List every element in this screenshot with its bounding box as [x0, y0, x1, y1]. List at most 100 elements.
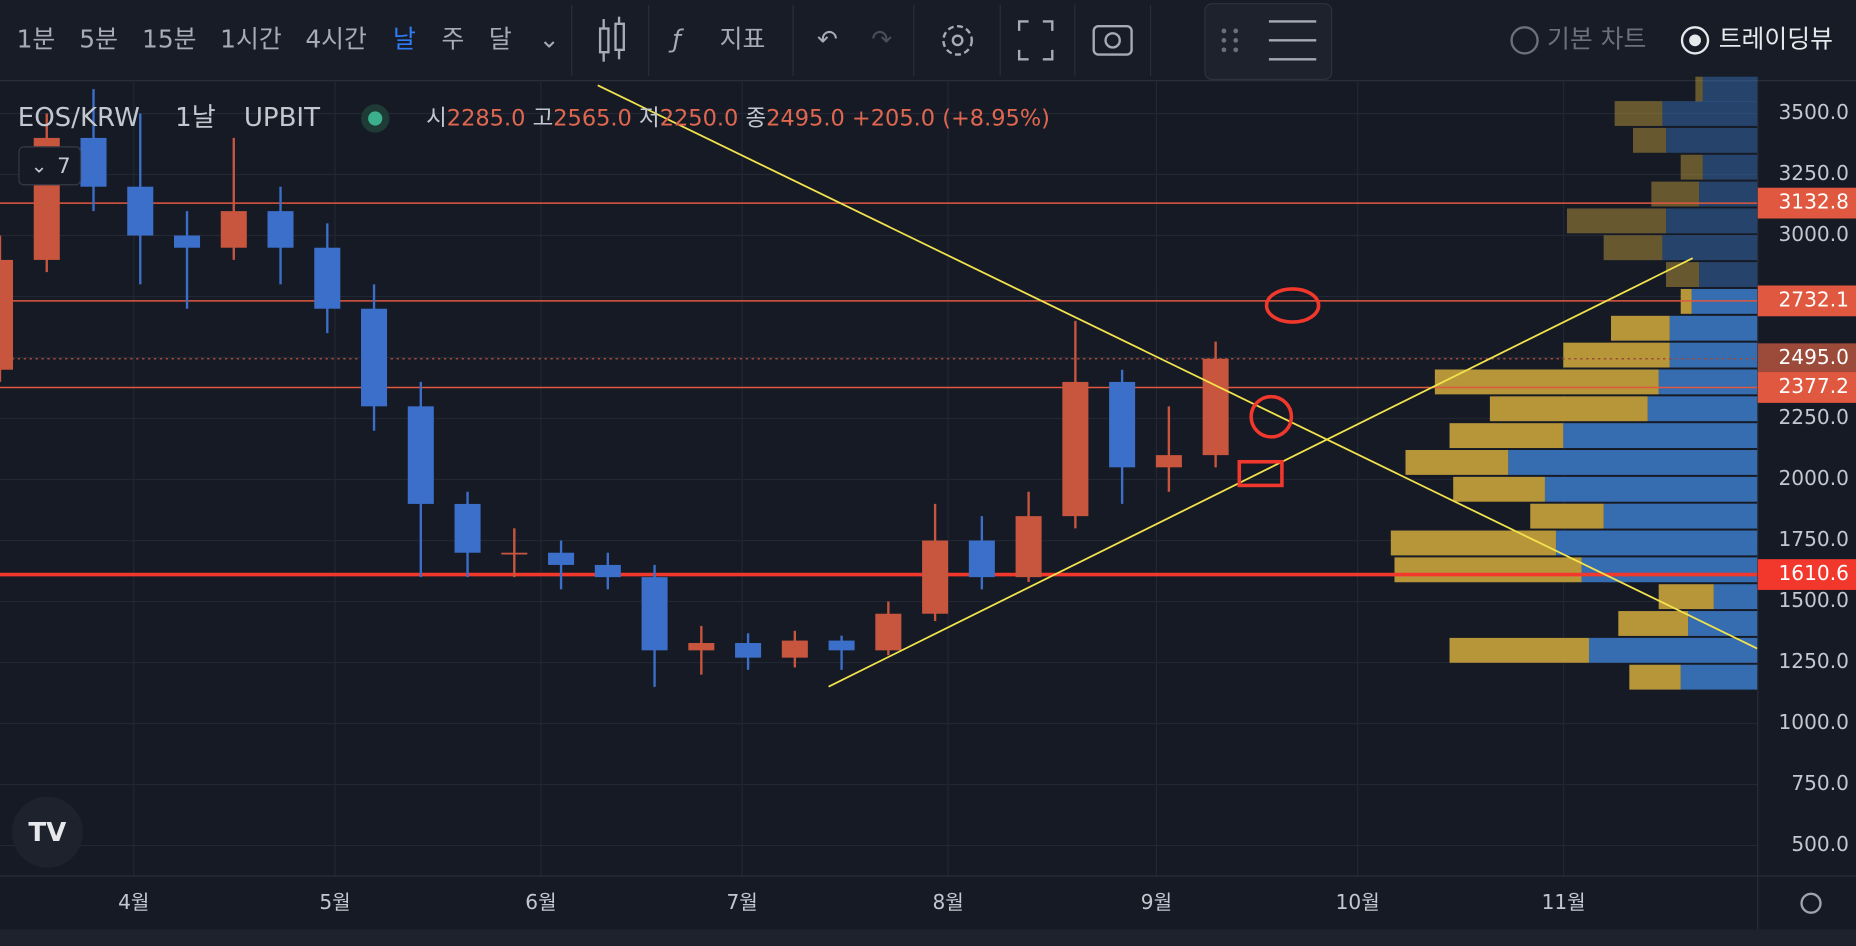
y-tick-label: 1000.0 — [1779, 710, 1849, 734]
ohlc-label: 종 — [745, 105, 766, 131]
y-tick-label: 750.0 — [1791, 771, 1849, 795]
candle-body — [80, 137, 107, 187]
candle-body — [0, 259, 14, 370]
profile-gold — [1680, 154, 1703, 180]
candle-body — [1062, 381, 1089, 517]
price-label: 2495.0 — [1779, 345, 1849, 369]
interval-button[interactable]: 1시간 — [220, 24, 282, 53]
candle-body — [1202, 358, 1229, 456]
radio-tv[interactable] — [1680, 26, 1710, 55]
profile-blue — [1662, 235, 1758, 261]
redo-icon[interactable]: ↷ — [871, 24, 892, 53]
trend-line — [597, 84, 1759, 650]
logo[interactable] — [11, 796, 83, 868]
interval-button[interactable]: 5분 — [79, 24, 118, 53]
y-tick-label: 1250.0 — [1779, 649, 1849, 673]
profile-gold — [1629, 664, 1681, 690]
y-tick-label: 1750.0 — [1779, 527, 1849, 551]
ohlc-value: 2250.0 — [660, 105, 739, 131]
symbol: EOS/KRW — [18, 103, 140, 133]
profile-gold — [1614, 101, 1663, 126]
settings-icon[interactable] — [942, 24, 973, 56]
candle-body — [454, 503, 481, 553]
interval-button[interactable]: 주 — [442, 24, 465, 53]
profile-blue — [1658, 369, 1758, 395]
profile-blue — [1669, 315, 1758, 341]
gap — [632, 105, 639, 131]
profile-blue — [1699, 181, 1758, 207]
camera-icon[interactable] — [1092, 24, 1133, 56]
price-label: 2732.1 — [1779, 287, 1849, 311]
profile-blue — [1702, 154, 1758, 180]
profile-gold — [1394, 557, 1582, 583]
x-tick-label: 11월 — [1542, 890, 1586, 914]
fx-icon[interactable]: ƒ — [668, 24, 684, 53]
interval-button[interactable]: 4시간 — [305, 24, 367, 53]
x-tick-label: 7월 — [727, 890, 758, 914]
candle-icon[interactable] — [598, 16, 625, 62]
gap — [738, 105, 745, 131]
price-label-bg — [1757, 343, 1856, 375]
y-tick-label: 500.0 — [1791, 832, 1849, 856]
axis-settings[interactable] — [1800, 892, 1822, 914]
x-tick-label: 9월 — [1141, 890, 1172, 914]
profile-gold — [1390, 530, 1556, 556]
interval-button[interactable]: 날 — [393, 24, 416, 53]
undo-icon[interactable]: ↶ — [817, 24, 838, 53]
profile-gold — [1453, 476, 1545, 502]
profile-blue — [1713, 584, 1758, 610]
profile-gold — [1405, 450, 1509, 475]
x-tick-label: 8월 — [932, 890, 963, 914]
candle-body — [641, 577, 668, 651]
x-tick-label: 5월 — [319, 890, 350, 914]
profile-blue — [1647, 396, 1758, 422]
profile-gold — [1695, 76, 1703, 102]
view-basic[interactable]: 기본 차트 — [1547, 24, 1646, 53]
interval-button[interactable]: 1분 — [17, 24, 56, 53]
status-dot — [368, 111, 383, 126]
interval-button[interactable]: 달 — [489, 24, 512, 53]
candle-body — [968, 540, 995, 578]
candle-body — [127, 186, 154, 236]
fullscreen-icon[interactable] — [1017, 20, 1054, 61]
profile-gold — [1666, 262, 1700, 287]
profile-blue — [1666, 127, 1758, 153]
profile-blue — [1669, 342, 1758, 368]
menu-icon[interactable] — [1268, 20, 1317, 61]
chart-area — [0, 76, 1759, 877]
candle-body — [361, 308, 388, 407]
candle-body — [688, 643, 715, 651]
price-label-bg — [1757, 187, 1856, 219]
candle-body — [220, 211, 247, 248]
profile-gold — [1449, 637, 1589, 663]
candle-body — [781, 640, 808, 658]
candle-body — [501, 552, 528, 555]
price-label: 2377.2 — [1779, 374, 1849, 398]
interval-button[interactable]: 15분 — [142, 24, 196, 53]
profile-blue — [1588, 637, 1758, 663]
ohlc-value: 2565.0 — [553, 105, 632, 131]
candle-body — [407, 406, 434, 504]
indicators-button[interactable]: 지표 — [720, 24, 766, 53]
ohlc-label: 저 — [639, 105, 660, 131]
profile-blue — [1699, 262, 1758, 287]
interval-menu[interactable]: ⌄ — [539, 24, 560, 53]
profile-blue — [1603, 503, 1758, 529]
profile-gold — [1566, 208, 1667, 234]
radio-basic[interactable] — [1510, 26, 1539, 55]
candle-body — [174, 235, 201, 248]
ohlc-label: 고 — [533, 105, 554, 131]
marker-rect — [1237, 459, 1284, 488]
candle-body — [1109, 381, 1136, 468]
profile-blue — [1662, 101, 1758, 126]
chevron: ⌄ — [31, 154, 48, 178]
profile-blue — [1544, 476, 1758, 502]
price-label-bg — [1757, 285, 1856, 317]
price-label-bg — [1757, 559, 1856, 590]
collapse-button[interactable] — [18, 146, 82, 186]
profile-gold — [1563, 342, 1670, 368]
candle-body — [875, 613, 902, 651]
profile-gold — [1434, 369, 1659, 395]
view-tradingview[interactable]: 트레이딩뷰 — [1719, 24, 1833, 53]
profile-gold — [1530, 503, 1604, 529]
